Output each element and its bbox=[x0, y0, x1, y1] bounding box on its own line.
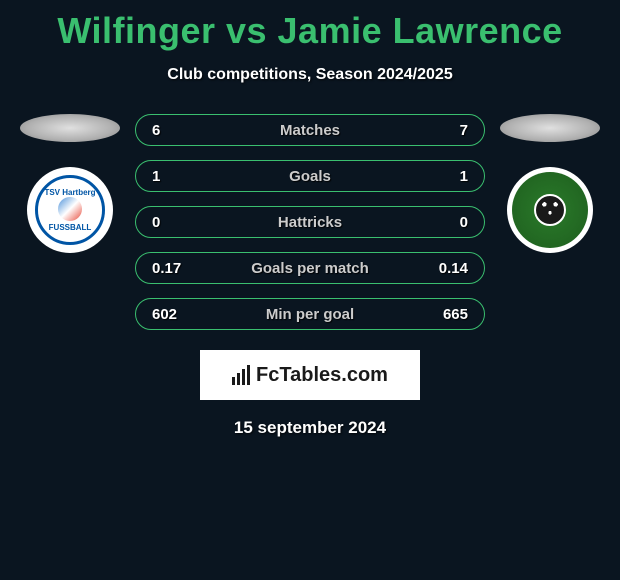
badge-left-text-bottom: FUSSBALL bbox=[49, 223, 92, 232]
stat-row: 0.17 Goals per match 0.14 bbox=[135, 252, 485, 284]
stat-left-value: 0 bbox=[152, 214, 192, 231]
club-badge-left: TSV Hartberg FUSSBALL bbox=[27, 167, 113, 253]
stat-label: Matches bbox=[280, 122, 340, 139]
bar-chart-icon bbox=[232, 365, 250, 385]
stat-left-value: 602 bbox=[152, 306, 192, 323]
stat-left-value: 1 bbox=[152, 168, 192, 185]
shadow-ellipse-left bbox=[20, 114, 120, 142]
stat-right-value: 0.14 bbox=[428, 260, 468, 277]
stat-right-value: 0 bbox=[428, 214, 468, 231]
comparison-card: Wilfinger vs Jamie Lawrence Club competi… bbox=[0, 0, 620, 438]
stat-row: 6 Matches 7 bbox=[135, 114, 485, 146]
brand-text: FcTables.com bbox=[256, 364, 388, 387]
left-player-col: TSV Hartberg FUSSBALL bbox=[20, 114, 120, 253]
stat-label: Hattricks bbox=[278, 214, 342, 231]
bar-icon-bar bbox=[237, 373, 240, 385]
club-badge-left-inner: TSV Hartberg FUSSBALL bbox=[35, 175, 105, 245]
stat-left-value: 6 bbox=[152, 122, 192, 139]
stat-right-value: 1 bbox=[428, 168, 468, 185]
stat-right-value: 665 bbox=[428, 306, 468, 323]
stat-row: 1 Goals 1 bbox=[135, 160, 485, 192]
stat-row: 0 Hattricks 0 bbox=[135, 206, 485, 238]
main-row: TSV Hartberg FUSSBALL 6 Matches 7 1 Goal… bbox=[0, 114, 620, 344]
stats-table: 6 Matches 7 1 Goals 1 0 Hattricks 0 0.17… bbox=[135, 114, 485, 344]
right-player-col bbox=[500, 114, 600, 253]
club-badge-right-inner bbox=[512, 172, 588, 248]
club-badge-right bbox=[507, 167, 593, 253]
bar-icon-bar bbox=[247, 365, 250, 385]
stat-label: Goals per match bbox=[251, 260, 369, 277]
badge-left-text-top: TSV Hartberg bbox=[44, 188, 95, 197]
brand-box[interactable]: FcTables.com bbox=[200, 350, 420, 400]
date-label: 15 september 2024 bbox=[0, 418, 620, 438]
ball-icon bbox=[58, 197, 82, 221]
bar-icon-bar bbox=[232, 377, 235, 385]
ball-icon bbox=[534, 194, 566, 226]
stat-left-value: 0.17 bbox=[152, 260, 192, 277]
bar-icon-bar bbox=[242, 369, 245, 385]
stat-label: Min per goal bbox=[266, 306, 354, 323]
stat-label: Goals bbox=[289, 168, 331, 185]
shadow-ellipse-right bbox=[500, 114, 600, 142]
subtitle: Club competitions, Season 2024/2025 bbox=[0, 66, 620, 84]
stat-right-value: 7 bbox=[428, 122, 468, 139]
stat-row: 602 Min per goal 665 bbox=[135, 298, 485, 330]
page-title: Wilfinger vs Jamie Lawrence bbox=[0, 10, 620, 52]
